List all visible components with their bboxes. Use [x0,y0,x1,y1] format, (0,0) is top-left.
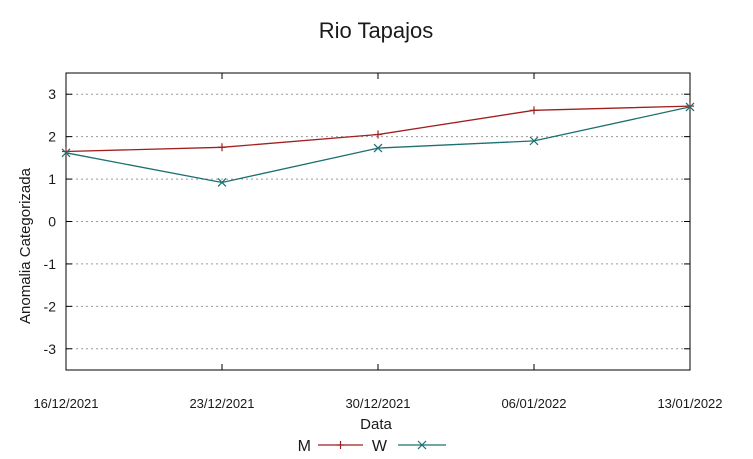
y-tick-label: 2 [48,129,56,145]
y-tick-label: -2 [44,298,57,314]
legend-marker [417,440,427,450]
data-point [373,143,383,153]
x-tick-label: 30/12/2021 [345,396,410,411]
y-axis-ticks: 3 2 1 0 -1 -2 -3 [44,86,690,357]
data-point [218,143,226,152]
y-tick-label: -1 [44,256,57,272]
y-tick-label: 0 [48,214,56,230]
y-tick-label: -3 [44,341,57,357]
legend-label: W [372,438,388,455]
x-tick-label: 23/12/2021 [189,396,254,411]
data-point [61,148,71,158]
legend-marker [336,441,345,449]
chart-title: Rio Tapajos [319,18,434,43]
y-tick-label: 3 [48,86,56,102]
y-tick-label: 1 [48,171,56,187]
series-line-m [65,105,691,153]
y-axis-label: Anomalia Categorizada [17,167,34,324]
x-axis-ticks: 16/12/2021 23/12/2021 30/12/2021 06/01/2022… [33,73,723,411]
data-point [217,178,227,187]
data-point [686,102,694,111]
x-tick-label: 06/01/2022 [501,396,566,411]
series-line-w [65,106,691,184]
data-point [530,106,538,115]
x-tick-label: 16/12/2021 [33,396,98,411]
x-axis-label: Data [360,416,392,433]
series-group [61,102,695,187]
data-point [685,102,695,112]
x-tick-label: 13/01/2022 [657,396,722,411]
legend-label: M [298,438,311,455]
data-point [374,130,382,139]
data-point [62,147,70,156]
data-point [529,136,539,146]
